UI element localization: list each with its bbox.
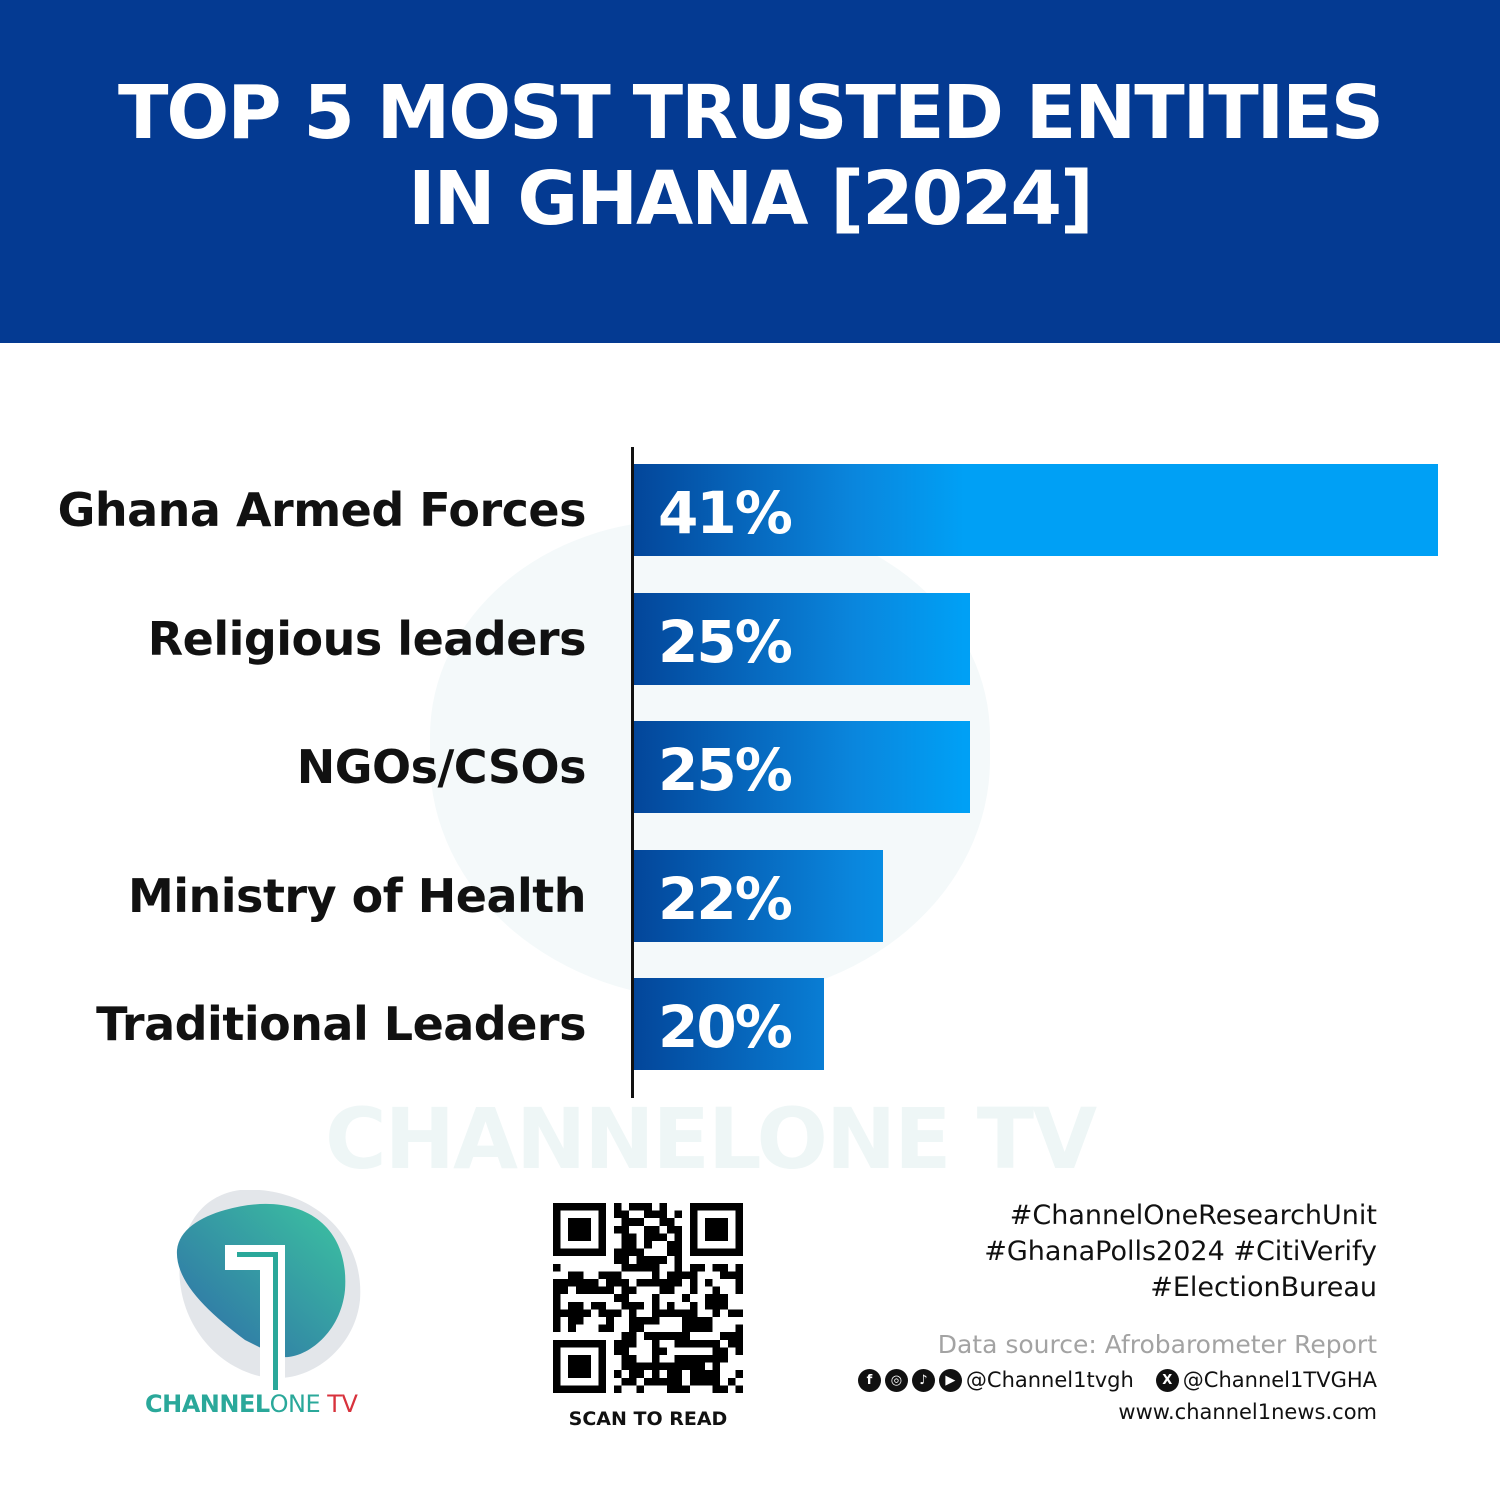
title-line-1: TOP 5 MOST TRUSTED ENTITIES (117, 69, 1384, 156)
category-label: Traditional Leaders (96, 997, 586, 1051)
data-label: 25% (658, 736, 793, 804)
title-line-2: IN GHANA [2024] (408, 155, 1094, 242)
x-icon[interactable]: X (1155, 1368, 1179, 1392)
data-source: Data source: Afrobarometer Report (937, 1330, 1377, 1359)
bar: 25% (634, 721, 971, 813)
category-label: Religious leaders (147, 611, 587, 666)
youtube-icon[interactable]: ▶ (938, 1368, 962, 1392)
channel-one-logo (176, 1190, 361, 1390)
page-title: TOP 5 MOST TRUSTED ENTITIES IN GHANA [20… (50, 70, 1450, 242)
data-label: 25% (658, 607, 793, 676)
category-label: NGOs/CSOs (296, 740, 587, 794)
hashtags: #ChannelOneResearchUnit #GhanaPolls2024 … (984, 1198, 1377, 1306)
bar: 20% (634, 978, 825, 1070)
data-label: 41% (658, 479, 793, 547)
qr-code[interactable] (553, 1203, 743, 1393)
tiktok-icon[interactable]: ♪ (911, 1368, 935, 1392)
category-label: Ghana Armed Forces (57, 483, 587, 537)
data-label: 20% (658, 993, 793, 1061)
qr-caption: SCAN TO READ (568, 1408, 728, 1430)
bar: 25% (634, 592, 971, 685)
x-handle[interactable]: @Channel1TVGHA (1182, 1368, 1377, 1392)
social-handle[interactable]: @Channel1tvgh (965, 1368, 1134, 1392)
logo-wordmark: CHANNELONE TV (145, 1390, 358, 1418)
social-row: f ◎ ♪ ▶ @Channel1tvgh X @Channel1TVGHA (857, 1368, 1377, 1392)
bar: 41% (634, 464, 1438, 556)
website-link[interactable]: www.channel1news.com (1118, 1400, 1377, 1424)
watermark-text: CHANNELONE TV (325, 1090, 1097, 1188)
instagram-icon[interactable]: ◎ (884, 1368, 908, 1392)
hashtag-line: #ElectionBureau (1150, 1272, 1377, 1303)
hashtag-line: #GhanaPolls2024 #CitiVerify (984, 1236, 1377, 1267)
facebook-icon[interactable]: f (857, 1368, 881, 1392)
header-banner: TOP 5 MOST TRUSTED ENTITIES IN GHANA [20… (0, 0, 1500, 343)
data-label: 22% (658, 864, 793, 933)
hashtag-line: #ChannelOneResearchUnit (1009, 1200, 1377, 1231)
y-axis-line (631, 447, 634, 1098)
category-label: Ministry of Health (128, 868, 587, 923)
bar: 22% (634, 849, 883, 942)
